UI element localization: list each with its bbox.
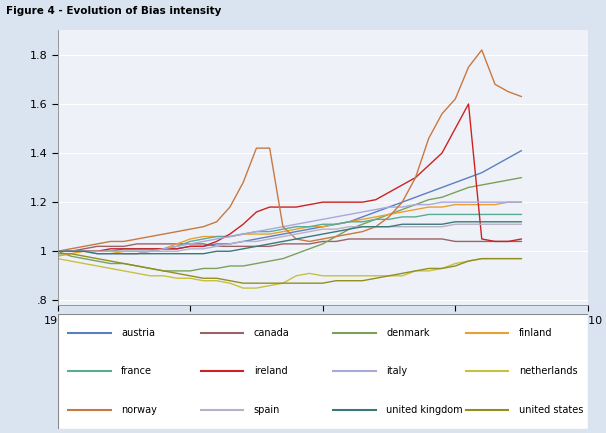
Text: finland: finland xyxy=(519,328,553,338)
Text: italy: italy xyxy=(386,366,407,376)
Text: ireland: ireland xyxy=(254,366,287,376)
Text: canada: canada xyxy=(254,328,290,338)
Text: united states: united states xyxy=(519,404,583,414)
Text: spain: spain xyxy=(254,404,280,414)
Text: denmark: denmark xyxy=(386,328,430,338)
Text: Figure 4 - Evolution of Bias intensity: Figure 4 - Evolution of Bias intensity xyxy=(6,6,221,16)
Text: austria: austria xyxy=(121,328,155,338)
Text: france: france xyxy=(121,366,152,376)
X-axis label: Year: Year xyxy=(311,331,335,341)
Text: norway: norway xyxy=(121,404,157,414)
Text: netherlands: netherlands xyxy=(519,366,578,376)
Text: united kingdom: united kingdom xyxy=(386,404,463,414)
